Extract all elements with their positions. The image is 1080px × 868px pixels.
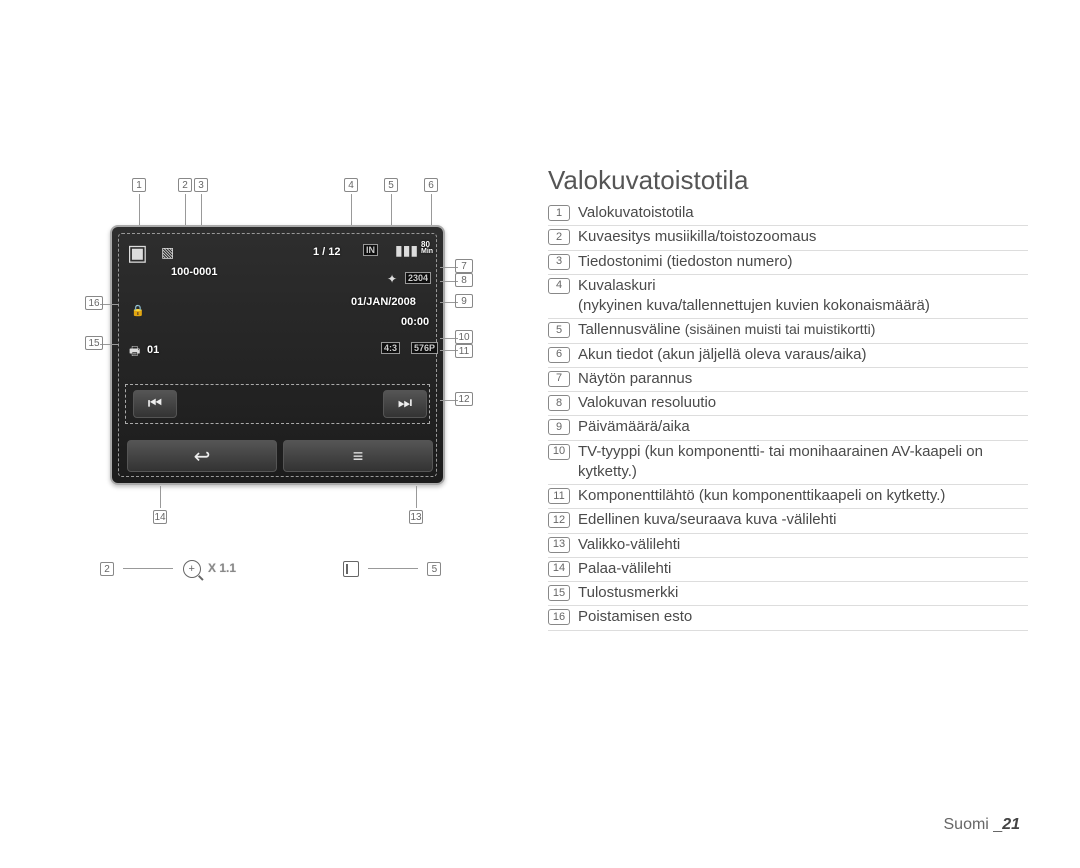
legend-row: 12 Edellinen kuva/seuraava kuva -välileht… bbox=[548, 509, 1028, 533]
legend-number: 3 bbox=[548, 254, 570, 270]
callout-16: 16 bbox=[85, 296, 103, 310]
legend-row: 2 Kuvaesitys musiikilla/toistozoomaus bbox=[548, 226, 1028, 250]
back-button[interactable]: ↩ bbox=[127, 440, 277, 472]
legend-text: TV-tyyppi (kun komponentti- tai monihaar… bbox=[578, 442, 1028, 483]
legend-text: Tiedostonimi (tiedoston numero) bbox=[578, 252, 1028, 272]
legend-number: 10 bbox=[548, 444, 570, 460]
callout-11: 11 bbox=[455, 344, 473, 358]
legend-number: 5 bbox=[548, 322, 570, 338]
aspect-label: 4:3 bbox=[381, 342, 400, 354]
storage-icon: IN bbox=[363, 244, 378, 256]
legend-text: Edellinen kuva/seuraava kuva -välilehti bbox=[578, 510, 1028, 530]
next-image-button[interactable]: ⏭ bbox=[383, 390, 427, 418]
legend-number: 16 bbox=[548, 609, 570, 625]
tvout-label: 576P bbox=[411, 342, 438, 354]
legend-text: Valokuvatoistotila bbox=[578, 203, 1028, 223]
legend-row: 14 Palaa-välilehti bbox=[548, 558, 1028, 582]
callout-10: 10 bbox=[455, 330, 473, 344]
legend-text: Kuvaesitys musiikilla/toistozoomaus bbox=[578, 227, 1028, 247]
zoom-indicator-row: 2 + X 1.1 5 bbox=[100, 560, 480, 584]
print-count: 01 bbox=[147, 344, 159, 356]
callout-9: 9 bbox=[455, 294, 473, 308]
legend-number: 13 bbox=[548, 537, 570, 553]
legend-number: 14 bbox=[548, 561, 570, 577]
legend-row: 6 Akun tiedot (akun jäljellä oleva varaus… bbox=[548, 344, 1028, 368]
card-icon bbox=[343, 561, 359, 577]
file-number: 100-0001 bbox=[171, 266, 218, 278]
callout-13: 13 bbox=[409, 510, 423, 524]
lcd-screen: ▣ ▧ 100-0001 1 / 12 IN ▮▮▮ 80 Min ✦ 2304… bbox=[110, 225, 445, 485]
callout-4: 4 bbox=[344, 178, 358, 192]
zoom-callout-left: 2 bbox=[100, 562, 114, 576]
legend-row: 15 Tulostusmerkki bbox=[548, 582, 1028, 606]
callout-15: 15 bbox=[85, 336, 103, 350]
legend-row: 10 TV-tyyppi (kun komponentti- tai moniha… bbox=[548, 441, 1028, 486]
legend-number: 4 bbox=[548, 278, 570, 294]
legend-text: Komponenttilähtö (kun komponenttikaapeli… bbox=[578, 486, 1028, 506]
legend-number: 8 bbox=[548, 395, 570, 411]
zoom-value: X 1.1 bbox=[208, 561, 236, 575]
callout-1: 1 bbox=[132, 178, 146, 192]
callout-8: 8 bbox=[455, 273, 473, 287]
legend-row: 4 Kuvalaskuri(nykyinen kuva/tallennettuje… bbox=[548, 275, 1028, 320]
legend-row: 11 Komponenttilähtö (kun komponenttikaape… bbox=[548, 485, 1028, 509]
legend-row: 7 Näytön parannus bbox=[548, 368, 1028, 392]
battery-min-label: Min bbox=[421, 248, 433, 255]
magnify-icon: + bbox=[183, 560, 201, 578]
legend-number: 9 bbox=[548, 419, 570, 435]
slideshow-icon: ▧ bbox=[161, 244, 174, 261]
legend-text: Palaa-välilehti bbox=[578, 559, 1028, 579]
callout-6: 6 bbox=[424, 178, 438, 192]
enhance-icon: ✦ bbox=[387, 272, 397, 286]
callout-2: 2 bbox=[178, 178, 192, 192]
callout-12: 12 bbox=[455, 392, 473, 406]
lcd-inner: ▣ ▧ 100-0001 1 / 12 IN ▮▮▮ 80 Min ✦ 2304… bbox=[118, 233, 437, 477]
legend-row: 9 Päivämäärä/aika bbox=[548, 416, 1028, 440]
legend-text: Poistamisen esto bbox=[578, 607, 1028, 627]
footer-label: Suomi bbox=[944, 816, 989, 833]
legend-row: 13 Valikko-välilehti bbox=[548, 534, 1028, 558]
time-label: 00:00 bbox=[401, 316, 429, 328]
legend-number: 11 bbox=[548, 488, 570, 504]
image-counter: 1 / 12 bbox=[313, 246, 341, 258]
prev-image-button[interactable]: ⏮ bbox=[133, 390, 177, 418]
footer-page: 21 bbox=[1002, 816, 1020, 833]
legend-list: 1 Valokuvatoistotila 2 Kuvaesitys musiikill… bbox=[548, 202, 1028, 631]
legend-number: 12 bbox=[548, 512, 570, 528]
legend-text: Kuvalaskuri(nykyinen kuva/tallennettujen… bbox=[578, 276, 1028, 317]
legend-text: Valokuvan resoluutio bbox=[578, 393, 1028, 413]
print-mark-icon: 🖶 bbox=[129, 342, 140, 363]
legend-row: 8 Valokuvan resoluutio bbox=[548, 392, 1028, 416]
section-title: Valokuvatoistotila bbox=[548, 165, 748, 196]
callout-3: 3 bbox=[194, 178, 208, 192]
legend-text: Valikko-välilehti bbox=[578, 535, 1028, 555]
legend-row: 5 Tallennusväline (sisäinen muisti tai mu… bbox=[548, 319, 1028, 343]
legend-number: 15 bbox=[548, 585, 570, 601]
callout-14: 14 bbox=[153, 510, 167, 524]
legend-number: 2 bbox=[548, 229, 570, 245]
photo-playback-icon: ▣ bbox=[127, 240, 148, 266]
callout-row-top: 1 2 3 4 5 6 bbox=[122, 178, 462, 198]
legend-number: 7 bbox=[548, 371, 570, 387]
legend-number: 1 bbox=[548, 205, 570, 221]
legend-row: 3 Tiedostonimi (tiedoston numero) bbox=[548, 251, 1028, 275]
battery-icon: ▮▮▮ bbox=[395, 242, 418, 259]
zoom-callout-right: 5 bbox=[427, 562, 441, 576]
menu-button[interactable]: ≡ bbox=[283, 440, 433, 472]
legend-row: 1 Valokuvatoistotila bbox=[548, 202, 1028, 226]
page-footer: Suomi _21 bbox=[944, 816, 1021, 834]
lock-icon: 🔒 bbox=[131, 304, 145, 317]
legend-text: Tulostusmerkki bbox=[578, 583, 1028, 603]
legend-text: Akun tiedot (akun jäljellä oleva varaus/… bbox=[578, 345, 1028, 365]
resolution-label: 2304 bbox=[405, 272, 431, 284]
legend-text: Tallennusväline (sisäinen muisti tai mui… bbox=[578, 320, 1028, 340]
legend-text: Näytön parannus bbox=[578, 369, 1028, 389]
callout-5: 5 bbox=[384, 178, 398, 192]
manual-page: 1 2 3 4 5 6 ▣ ▧ 100-0001 1 / 12 IN ▮▮▮ 8… bbox=[0, 0, 1080, 868]
legend-row: 16 Poistamisen esto bbox=[548, 606, 1028, 630]
date-label: 01/JAN/2008 bbox=[351, 296, 416, 308]
callout-7: 7 bbox=[455, 259, 473, 273]
legend-text: Päivämäärä/aika bbox=[578, 417, 1028, 437]
legend-number: 6 bbox=[548, 347, 570, 363]
